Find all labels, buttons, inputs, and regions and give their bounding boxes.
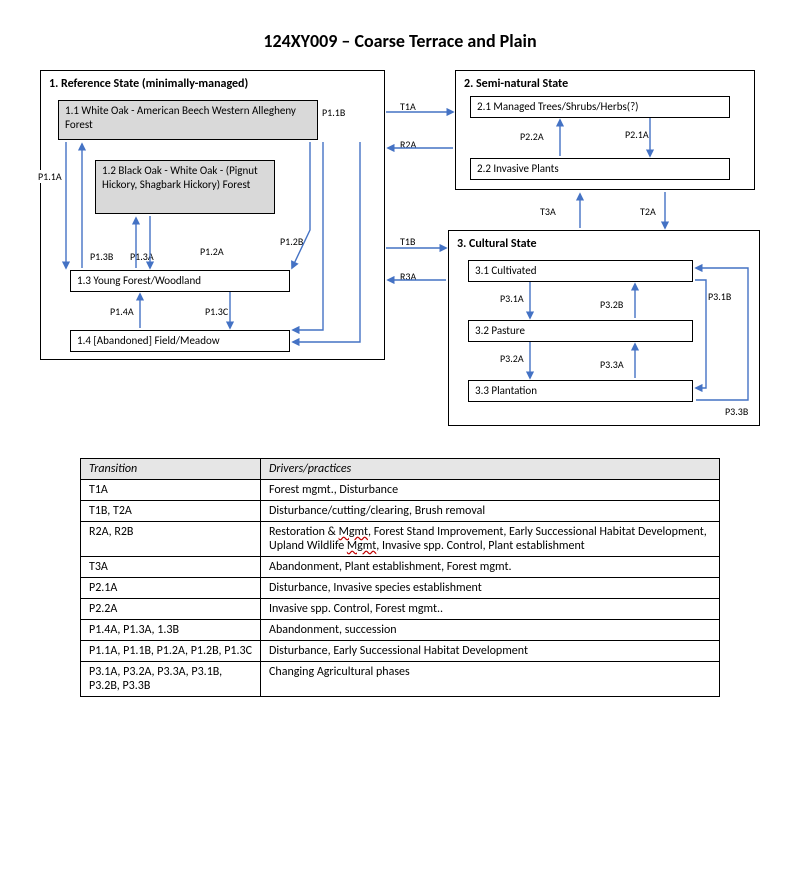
label-r3a: R3A	[400, 270, 416, 283]
label-p12b: P1.2B	[280, 235, 303, 248]
table-row: P2.1ADisturbance, Invasive species estab…	[81, 578, 720, 599]
cell-transition: T1B, T2A	[81, 501, 261, 522]
cell-drivers: Abandonment, succession	[261, 620, 720, 641]
page-title: 124XY009 – Coarse Terrace and Plain	[40, 30, 760, 52]
cell-drivers: Changing Agricultural phases	[261, 662, 720, 697]
state-2-title: 2. Semi-natural State	[464, 77, 748, 91]
label-p22a: P2.2A	[520, 130, 544, 143]
transitions-table: Transition Drivers/practices T1AForest m…	[80, 458, 720, 697]
cell-transition: T1A	[81, 480, 261, 501]
label-t2a: T2A	[640, 205, 656, 218]
label-t3a: T3A	[540, 205, 556, 218]
phase-1-1: 1.1 White Oak - American Beech Western A…	[58, 100, 318, 140]
label-p32a: P3.2A	[500, 352, 524, 365]
phase-3-2: 3.2 Pasture	[468, 320, 693, 342]
cell-transition: T3A	[81, 557, 261, 578]
label-p13b: P1.3B	[90, 250, 113, 263]
state-transition-diagram: 1. Reference State (minimally-managed) 1…	[40, 70, 760, 430]
table-header-transition: Transition	[81, 459, 261, 480]
label-p33a: P3.3A	[600, 358, 624, 371]
label-p31b: P3.1B	[708, 290, 731, 303]
phase-1-3: 1.3 Young Forest/Woodland	[70, 270, 290, 292]
cell-transition: P2.2A	[81, 599, 261, 620]
table-row: P2.2AInvasive spp. Control, Forest mgmt.…	[81, 599, 720, 620]
label-p12a: P1.2A	[200, 245, 224, 258]
cell-drivers: Disturbance/cutting/clearing, Brush remo…	[261, 501, 720, 522]
label-p21a: P2.1A	[625, 128, 649, 141]
cell-drivers: Forest mgmt., Disturbance	[261, 480, 720, 501]
label-r2a: R2A	[400, 138, 416, 151]
table-header-drivers: Drivers/practices	[261, 459, 720, 480]
cell-drivers: Disturbance, Early Successional Habitat …	[261, 641, 720, 662]
state-3-title: 3. Cultural State	[457, 237, 753, 251]
cell-transition: R2A, R2B	[81, 522, 261, 557]
table-row: T3AAbandonment, Plant establishment, For…	[81, 557, 720, 578]
phase-1-4: 1.4 [Abandoned] Field/Meadow	[70, 330, 290, 352]
label-t1b: T1B	[400, 235, 415, 248]
label-p13a: P1.3A	[130, 250, 154, 263]
cell-drivers: Abandonment, Plant establishment, Forest…	[261, 557, 720, 578]
cell-transition: P3.1A, P3.2A, P3.3A, P3.1B, P3.2B, P3.3B	[81, 662, 261, 697]
label-p33b: P3.3B	[725, 405, 748, 418]
label-p11b: P1.1B	[322, 106, 345, 119]
table-row: T1AForest mgmt., Disturbance	[81, 480, 720, 501]
phase-2-1: 2.1 Managed Trees/Shrubs/Herbs(?)	[470, 96, 730, 118]
label-p13c: P1.3C	[205, 305, 228, 318]
phase-1-2: 1.2 Black Oak - White Oak - (Pignut Hick…	[95, 160, 275, 214]
label-p11a: P1.1A	[38, 170, 62, 183]
cell-transition: P1.1A, P1.1B, P1.2A, P1.2B, P1.3C	[81, 641, 261, 662]
table-row: P1.1A, P1.1B, P1.2A, P1.2B, P1.3CDisturb…	[81, 641, 720, 662]
phase-3-1: 3.1 Cultivated	[468, 260, 693, 282]
table-row: P3.1A, P3.2A, P3.3A, P3.1B, P3.2B, P3.3B…	[81, 662, 720, 697]
phase-3-3: 3.3 Plantation	[468, 380, 693, 402]
table-row: R2A, R2BRestoration & Mgmt, Forest Stand…	[81, 522, 720, 557]
label-p32b: P3.2B	[600, 298, 623, 311]
label-t1a: T1A	[400, 100, 416, 113]
cell-drivers: Restoration & Mgmt, Forest Stand Improve…	[261, 522, 720, 557]
cell-transition: P2.1A	[81, 578, 261, 599]
table-row: P1.4A, P1.3A, 1.3BAbandonment, successio…	[81, 620, 720, 641]
cell-drivers: Invasive spp. Control, Forest mgmt..	[261, 599, 720, 620]
table-row: T1B, T2ADisturbance/cutting/clearing, Br…	[81, 501, 720, 522]
state-1-title: 1. Reference State (minimally-managed)	[49, 77, 378, 91]
label-p14a: P1.4A	[110, 305, 134, 318]
cell-drivers: Disturbance, Invasive species establishm…	[261, 578, 720, 599]
cell-transition: P1.4A, P1.3A, 1.3B	[81, 620, 261, 641]
phase-2-2: 2.2 Invasive Plants	[470, 158, 730, 180]
label-p31a: P3.1A	[500, 292, 524, 305]
